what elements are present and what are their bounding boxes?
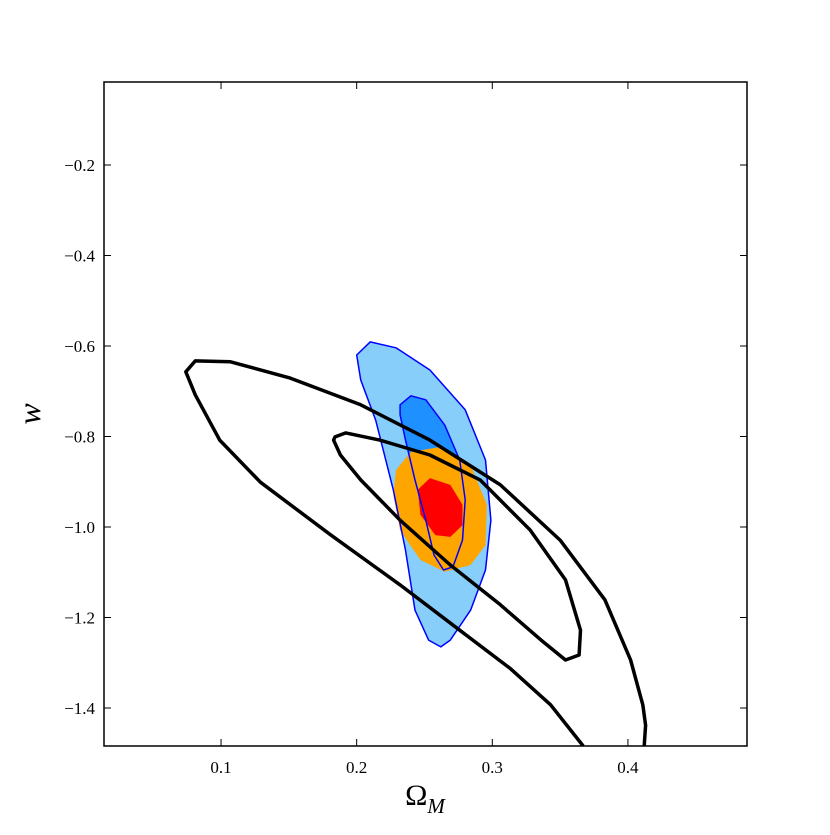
x-axis-label: ΩM bbox=[405, 779, 446, 818]
contour-line bbox=[184, 359, 648, 746]
y-tick-label: −0.4 bbox=[64, 246, 95, 265]
x-tick-label: 0.2 bbox=[346, 758, 367, 777]
y-tick-label: −0.2 bbox=[64, 156, 95, 175]
x-label-sub: M bbox=[426, 794, 446, 818]
y-tick-label: −0.8 bbox=[64, 427, 95, 446]
axes-frame bbox=[103, 81, 748, 747]
y-axis-label: w bbox=[11, 403, 47, 425]
contour-line bbox=[355, 341, 492, 648]
x-tick-label: 0.1 bbox=[210, 758, 231, 777]
y-tick-label: −1.2 bbox=[64, 608, 95, 627]
x-label-main: Ω bbox=[405, 779, 427, 812]
contour-fill bbox=[417, 478, 463, 537]
contour-line bbox=[331, 431, 583, 662]
y-tick-label: −1.4 bbox=[64, 699, 95, 718]
plot-area bbox=[184, 341, 648, 746]
y-tick-label: −0.6 bbox=[64, 337, 95, 356]
x-tick-label: 0.3 bbox=[482, 758, 503, 777]
y-tick-label: −1.0 bbox=[64, 518, 95, 537]
x-tick-label: 0.4 bbox=[617, 758, 639, 777]
